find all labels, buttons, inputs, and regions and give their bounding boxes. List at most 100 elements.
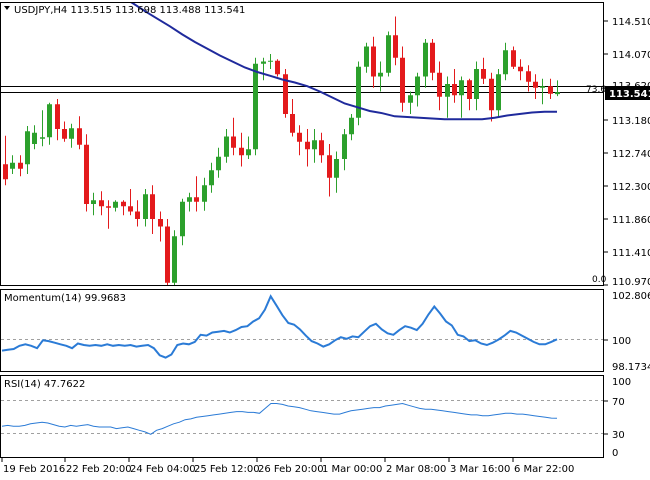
rsi-series [1,400,603,435]
candle-body [172,236,177,283]
candle-body [327,155,332,178]
moving-average-line [130,3,557,121]
price-series [1,3,603,285]
candle-body [378,72,383,77]
candle-body [246,149,251,156]
candle-body [319,140,324,156]
current-price-marker: 113.541 [605,86,650,100]
candle-body [540,86,545,88]
candle-body [25,131,30,165]
candle-body [268,60,273,62]
candle-body [3,164,8,180]
candle-body [445,84,450,97]
time-tick: 22 Feb 20:00 [66,464,132,475]
candle-body [283,74,288,114]
time-tick: 19 Feb 2016 [3,464,65,475]
candle-body [290,114,295,133]
candle-body [224,136,229,157]
candle-body [40,137,45,139]
candle-body [533,81,538,88]
rsi-header: RSI(14) 47.7622 [4,379,85,390]
time-tick: 24 Feb 04:00 [130,464,196,475]
main-header-text: USDJPY,H4 113.515 113.698 113.488 113.54… [14,5,245,16]
candle-body [253,63,258,150]
rsi-tick: 0 [612,448,618,459]
candle-body [121,201,126,207]
fib-label: 73.6 [586,85,606,95]
candle-body [489,78,494,111]
time-tick: 1 Mar 00:00 [322,464,382,475]
price-tick: 111.410 [612,248,650,259]
candle-body [99,200,104,207]
momentum-tick: 102.8067 [612,291,650,302]
rsi-panel-frame [0,375,604,458]
candle-body [194,197,199,202]
momentum-axis: 102.8067 100 98.1734 [604,291,650,373]
candle-body [356,66,361,118]
candle-body [187,197,192,202]
current-price-label: 113.541 [609,89,650,100]
candle-body [209,170,214,186]
candle-body [423,42,428,77]
candle-body [342,134,347,159]
price-tick: 111.860 [612,215,650,226]
candle-body [437,72,442,97]
time-tick: 2 Mar 08:00 [386,464,446,475]
candle-body [496,74,501,111]
candle-body [180,201,185,237]
candle-body [10,162,15,169]
candle-body [312,140,317,150]
momentum-tick: 100 [612,336,631,347]
candle-body [305,141,310,150]
fib-zero-label: 0.0 [592,275,607,285]
momentum-series [1,294,603,359]
time-tick: 25 Feb 12:00 [194,464,260,475]
candle-body [32,132,37,144]
candle-body [143,194,148,219]
candle-body [150,194,155,219]
candle-body [555,92,560,95]
rsi-tick: 100 [612,377,631,388]
time-tick: 3 Mar 16:00 [450,464,510,475]
candle-body [386,35,391,73]
momentum-panel-frame [0,289,604,372]
candle-body [47,104,52,138]
candle-body [77,128,82,145]
candle-body [239,147,244,156]
candle-body [84,144,89,204]
time-tick: 26 Feb 20:00 [258,464,324,475]
candle-body [334,159,339,178]
candle-body [216,156,221,171]
momentum-tick: 98.1734 [612,362,650,373]
candle-body [364,46,369,67]
candle-body [55,104,60,129]
candle-body [231,136,236,148]
time-axis: 19 Feb 2016 22 Feb 20:00 24 Feb 04:00 25… [1,458,574,475]
candle-body [393,35,398,58]
price-tick: 110.970 [612,277,650,288]
candle-body [158,219,163,227]
time-tick: 6 Mar 22:00 [514,464,574,475]
candle-body [467,80,472,99]
main-header: USDJPY,H4 113.515 113.698 113.488 113.54… [4,5,245,16]
candle-body [518,66,523,72]
momentum-header: Momentum(14) 99.9683 [4,293,126,304]
price-tick: 114.070 [612,50,650,61]
price-axis: 114.510 114.070 113.180 112.740 112.300 … [604,17,650,288]
price-tick: 112.740 [612,149,650,160]
candle-body [275,60,280,75]
rsi-axis: 100 70 30 0 [604,377,631,459]
candle-body [91,200,96,204]
candle-body [548,86,553,94]
candle-body [106,206,111,208]
candle-body [69,128,74,139]
candle-body [62,129,67,139]
candle-body [128,206,133,212]
candle-body [503,50,508,75]
candle-body [408,95,413,103]
candle-body [474,69,479,99]
price-tick: 114.510 [612,17,650,28]
candle-body [481,69,486,79]
candle-body [297,132,302,142]
